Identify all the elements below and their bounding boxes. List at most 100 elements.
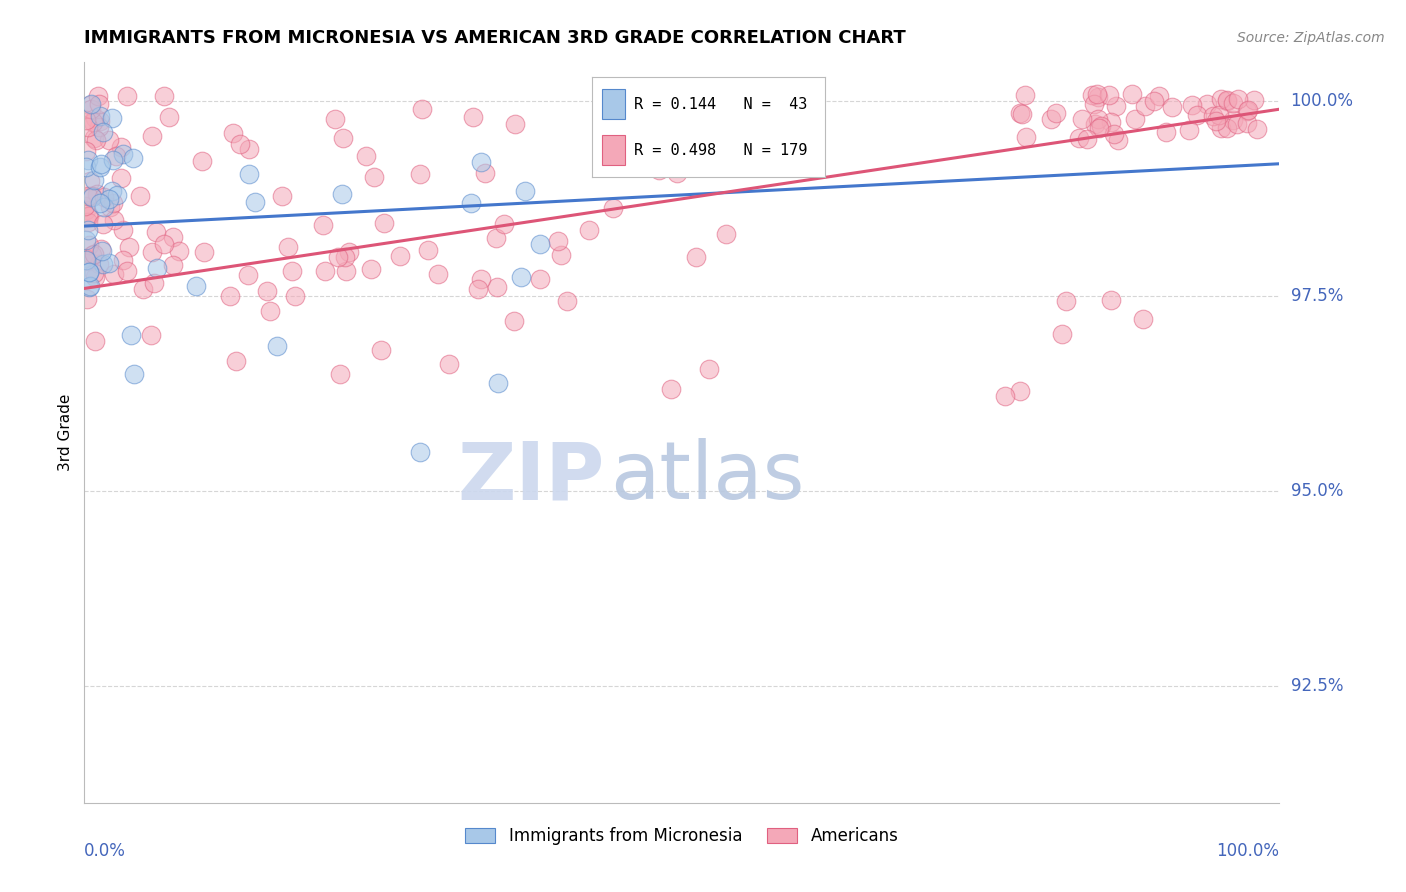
Text: 100.0%: 100.0% bbox=[1291, 93, 1354, 111]
Point bbox=[83, 111, 105, 125]
Point bbox=[409, 445, 432, 459]
Point bbox=[418, 243, 440, 257]
Point bbox=[329, 367, 352, 381]
Point bbox=[623, 90, 645, 104]
Point bbox=[1236, 116, 1258, 130]
Point bbox=[1045, 106, 1067, 120]
Point bbox=[1161, 100, 1184, 114]
Point bbox=[486, 376, 509, 391]
Point bbox=[1208, 108, 1230, 122]
Point bbox=[1104, 127, 1126, 141]
Point bbox=[363, 169, 385, 184]
Point bbox=[1195, 97, 1218, 112]
Point bbox=[97, 133, 120, 147]
Point bbox=[77, 215, 100, 229]
Point bbox=[101, 153, 124, 168]
Point bbox=[98, 256, 121, 270]
Point bbox=[1205, 114, 1227, 128]
Point bbox=[474, 166, 496, 180]
Point bbox=[83, 270, 105, 285]
Point bbox=[1121, 87, 1143, 102]
Point bbox=[162, 258, 184, 272]
Point bbox=[77, 238, 100, 252]
Point bbox=[1243, 93, 1265, 107]
Point bbox=[83, 130, 105, 145]
Point bbox=[169, 244, 191, 259]
Point bbox=[76, 120, 98, 134]
Point bbox=[1087, 112, 1109, 127]
Point bbox=[281, 264, 304, 278]
Point bbox=[1011, 107, 1033, 121]
Point bbox=[1099, 114, 1122, 128]
Point bbox=[122, 367, 145, 381]
Point bbox=[409, 168, 432, 182]
Point bbox=[76, 292, 98, 306]
Text: 0.0%: 0.0% bbox=[84, 842, 127, 860]
Point bbox=[1010, 105, 1032, 120]
Point bbox=[470, 155, 492, 169]
Point bbox=[1202, 109, 1225, 123]
Point bbox=[486, 279, 509, 293]
Text: 92.5%: 92.5% bbox=[1291, 677, 1343, 695]
Point bbox=[238, 167, 260, 181]
Point bbox=[105, 149, 128, 163]
Point bbox=[157, 110, 180, 124]
Point bbox=[271, 188, 294, 202]
Point bbox=[370, 343, 392, 358]
Point bbox=[77, 280, 100, 294]
Point bbox=[1076, 132, 1098, 146]
Point bbox=[75, 234, 97, 248]
Point bbox=[153, 236, 176, 251]
Point bbox=[83, 247, 105, 261]
Point bbox=[101, 184, 124, 198]
Point bbox=[337, 244, 360, 259]
Point bbox=[141, 244, 163, 259]
Point bbox=[87, 89, 110, 103]
Text: ZIP: ZIP bbox=[457, 438, 605, 516]
Point bbox=[75, 202, 97, 217]
Point bbox=[75, 253, 97, 268]
Point bbox=[550, 248, 572, 262]
Point bbox=[83, 266, 105, 280]
Point bbox=[277, 240, 299, 254]
Point bbox=[610, 101, 633, 115]
Point bbox=[1085, 87, 1108, 101]
Point bbox=[1107, 133, 1129, 147]
Point bbox=[1081, 87, 1104, 102]
Point bbox=[323, 112, 346, 127]
Point bbox=[648, 159, 671, 173]
Point bbox=[662, 105, 685, 120]
Point bbox=[222, 126, 245, 140]
Point bbox=[139, 328, 162, 343]
Point bbox=[1008, 384, 1031, 399]
Point bbox=[84, 334, 107, 348]
Point bbox=[82, 190, 104, 204]
Point bbox=[460, 196, 482, 211]
Point bbox=[89, 109, 111, 123]
Point bbox=[1071, 112, 1094, 126]
Point bbox=[1083, 97, 1105, 112]
Point bbox=[80, 247, 103, 261]
Point bbox=[152, 88, 174, 103]
Point bbox=[243, 195, 266, 210]
Point bbox=[89, 160, 111, 174]
Point bbox=[312, 218, 335, 232]
Point bbox=[373, 216, 395, 230]
Text: 95.0%: 95.0% bbox=[1291, 482, 1343, 500]
Point bbox=[145, 225, 167, 239]
Point bbox=[1226, 117, 1249, 131]
Point bbox=[1143, 94, 1166, 108]
Point bbox=[101, 112, 124, 126]
Point bbox=[509, 270, 531, 285]
Point bbox=[101, 196, 124, 211]
Point bbox=[103, 213, 125, 227]
Text: IMMIGRANTS FROM MICRONESIA VS AMERICAN 3RD GRADE CORRELATION CHART: IMMIGRANTS FROM MICRONESIA VS AMERICAN 3… bbox=[84, 29, 905, 47]
Point bbox=[1054, 294, 1077, 309]
Point bbox=[503, 117, 526, 131]
Point bbox=[685, 250, 707, 264]
Point bbox=[1246, 121, 1268, 136]
Point bbox=[121, 151, 143, 165]
Y-axis label: 3rd Grade: 3rd Grade bbox=[58, 394, 73, 471]
Point bbox=[75, 144, 97, 158]
Point bbox=[411, 103, 433, 117]
